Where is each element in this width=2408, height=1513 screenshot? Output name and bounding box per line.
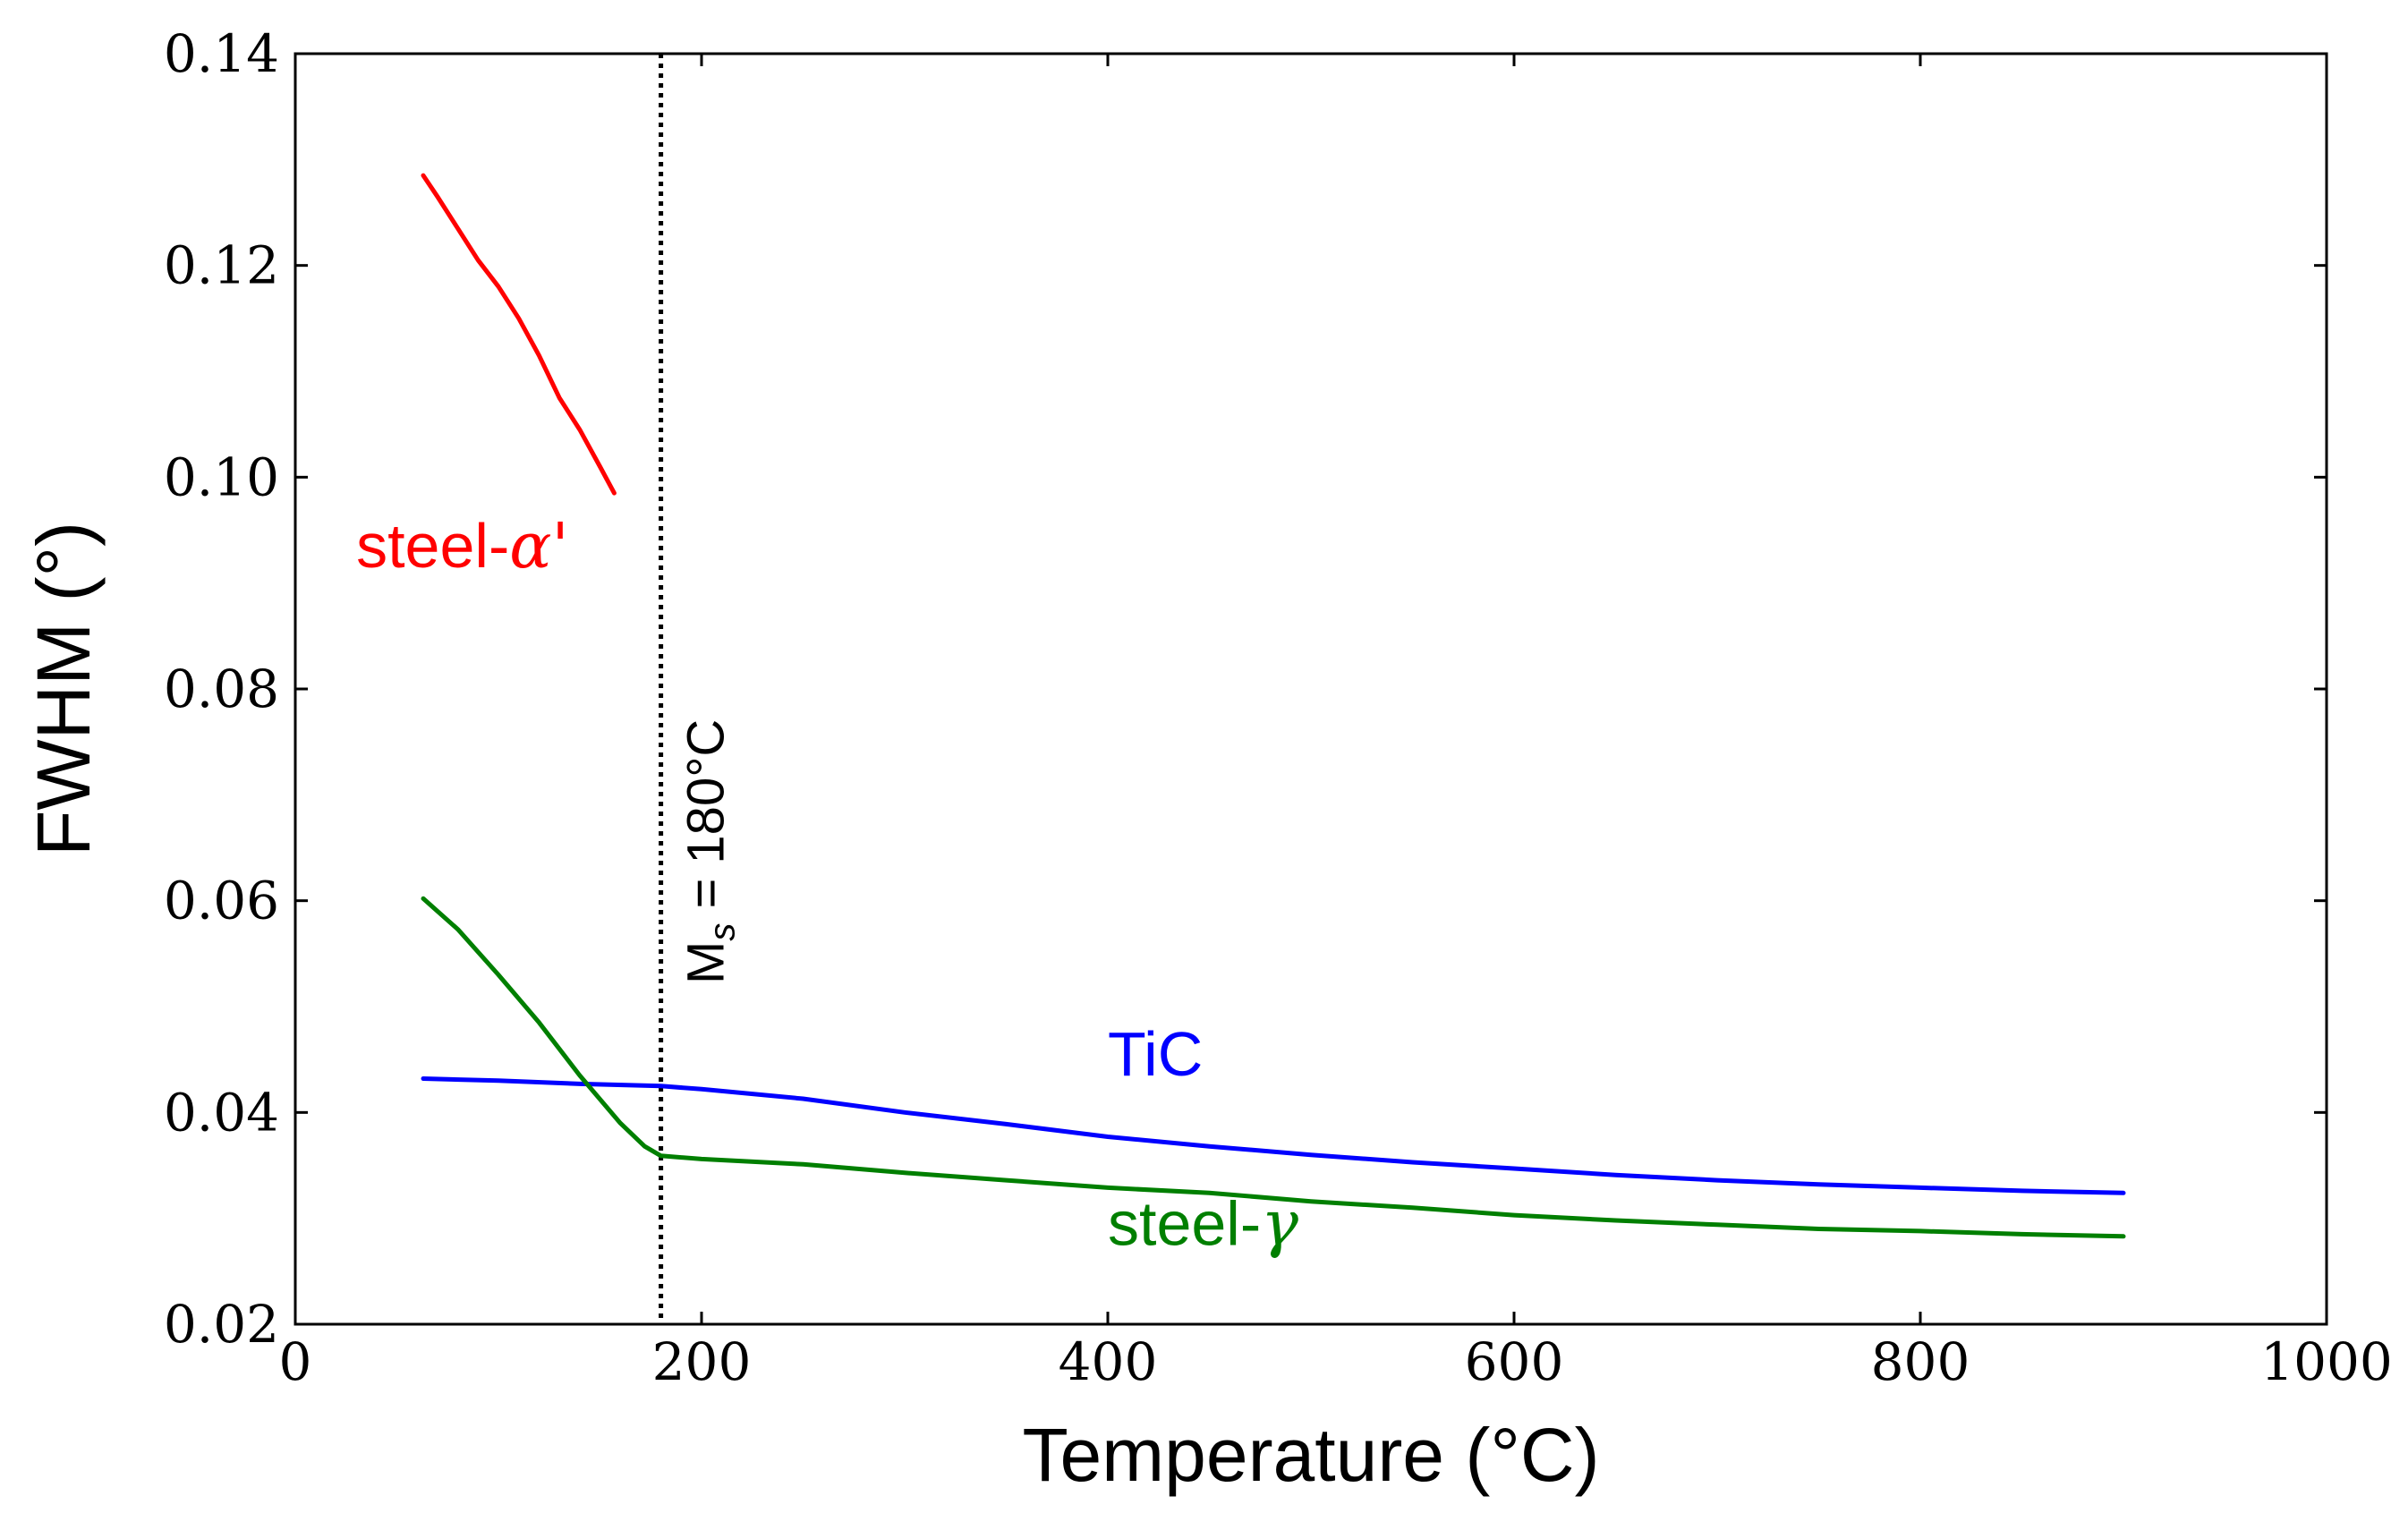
axes-frame	[294, 52, 2328, 1326]
y-tick-label: 0.04	[164, 1082, 279, 1143]
series-label-text: steel-	[1108, 1188, 1261, 1258]
ms-label-rest: = 180°C	[677, 719, 736, 923]
y-tick-label: 0.10	[164, 446, 279, 507]
series-label-symbol: γ	[1261, 1186, 1298, 1260]
ms-label-main: M	[677, 941, 736, 984]
x-axis-label: Temperature (°C)	[1022, 1413, 1599, 1497]
series-label-steel-gamma: steel-γ	[1108, 1186, 1298, 1260]
x-tick-label: 400	[1059, 1331, 1158, 1392]
series-label-tic: TiC	[1108, 1019, 1203, 1089]
series-label-text: steel-	[356, 511, 509, 581]
ms-label: Ms = 180°C	[677, 719, 743, 984]
series-line-steel-gamma	[421, 896, 2126, 1239]
series-label-symbol: α'	[509, 509, 569, 582]
x-tick-label: 0	[279, 1331, 312, 1392]
y-tick-label: 0.02	[164, 1294, 279, 1355]
x-tick-label: 600	[1465, 1331, 1564, 1392]
y-tick-label: 0.12	[164, 235, 279, 296]
x-tick-label: 1000	[2260, 1331, 2393, 1392]
series-label-text: TiC	[1108, 1019, 1203, 1089]
series-line-tic	[421, 1076, 2126, 1195]
series-label-steel-alpha: steel-α'	[356, 509, 569, 582]
ms-label-sub: s	[703, 923, 743, 941]
x-tick-label: 800	[1871, 1331, 1970, 1392]
y-tick-label: 0.06	[164, 871, 279, 931]
y-tick-label: 0.14	[164, 23, 279, 84]
series-line-steel-alpha	[421, 173, 617, 496]
x-tick-label: 200	[652, 1331, 752, 1392]
y-axis-label: FWHM (°)	[21, 522, 106, 856]
plot-area	[295, 54, 2327, 1324]
y-tick-label: 0.08	[164, 659, 279, 719]
